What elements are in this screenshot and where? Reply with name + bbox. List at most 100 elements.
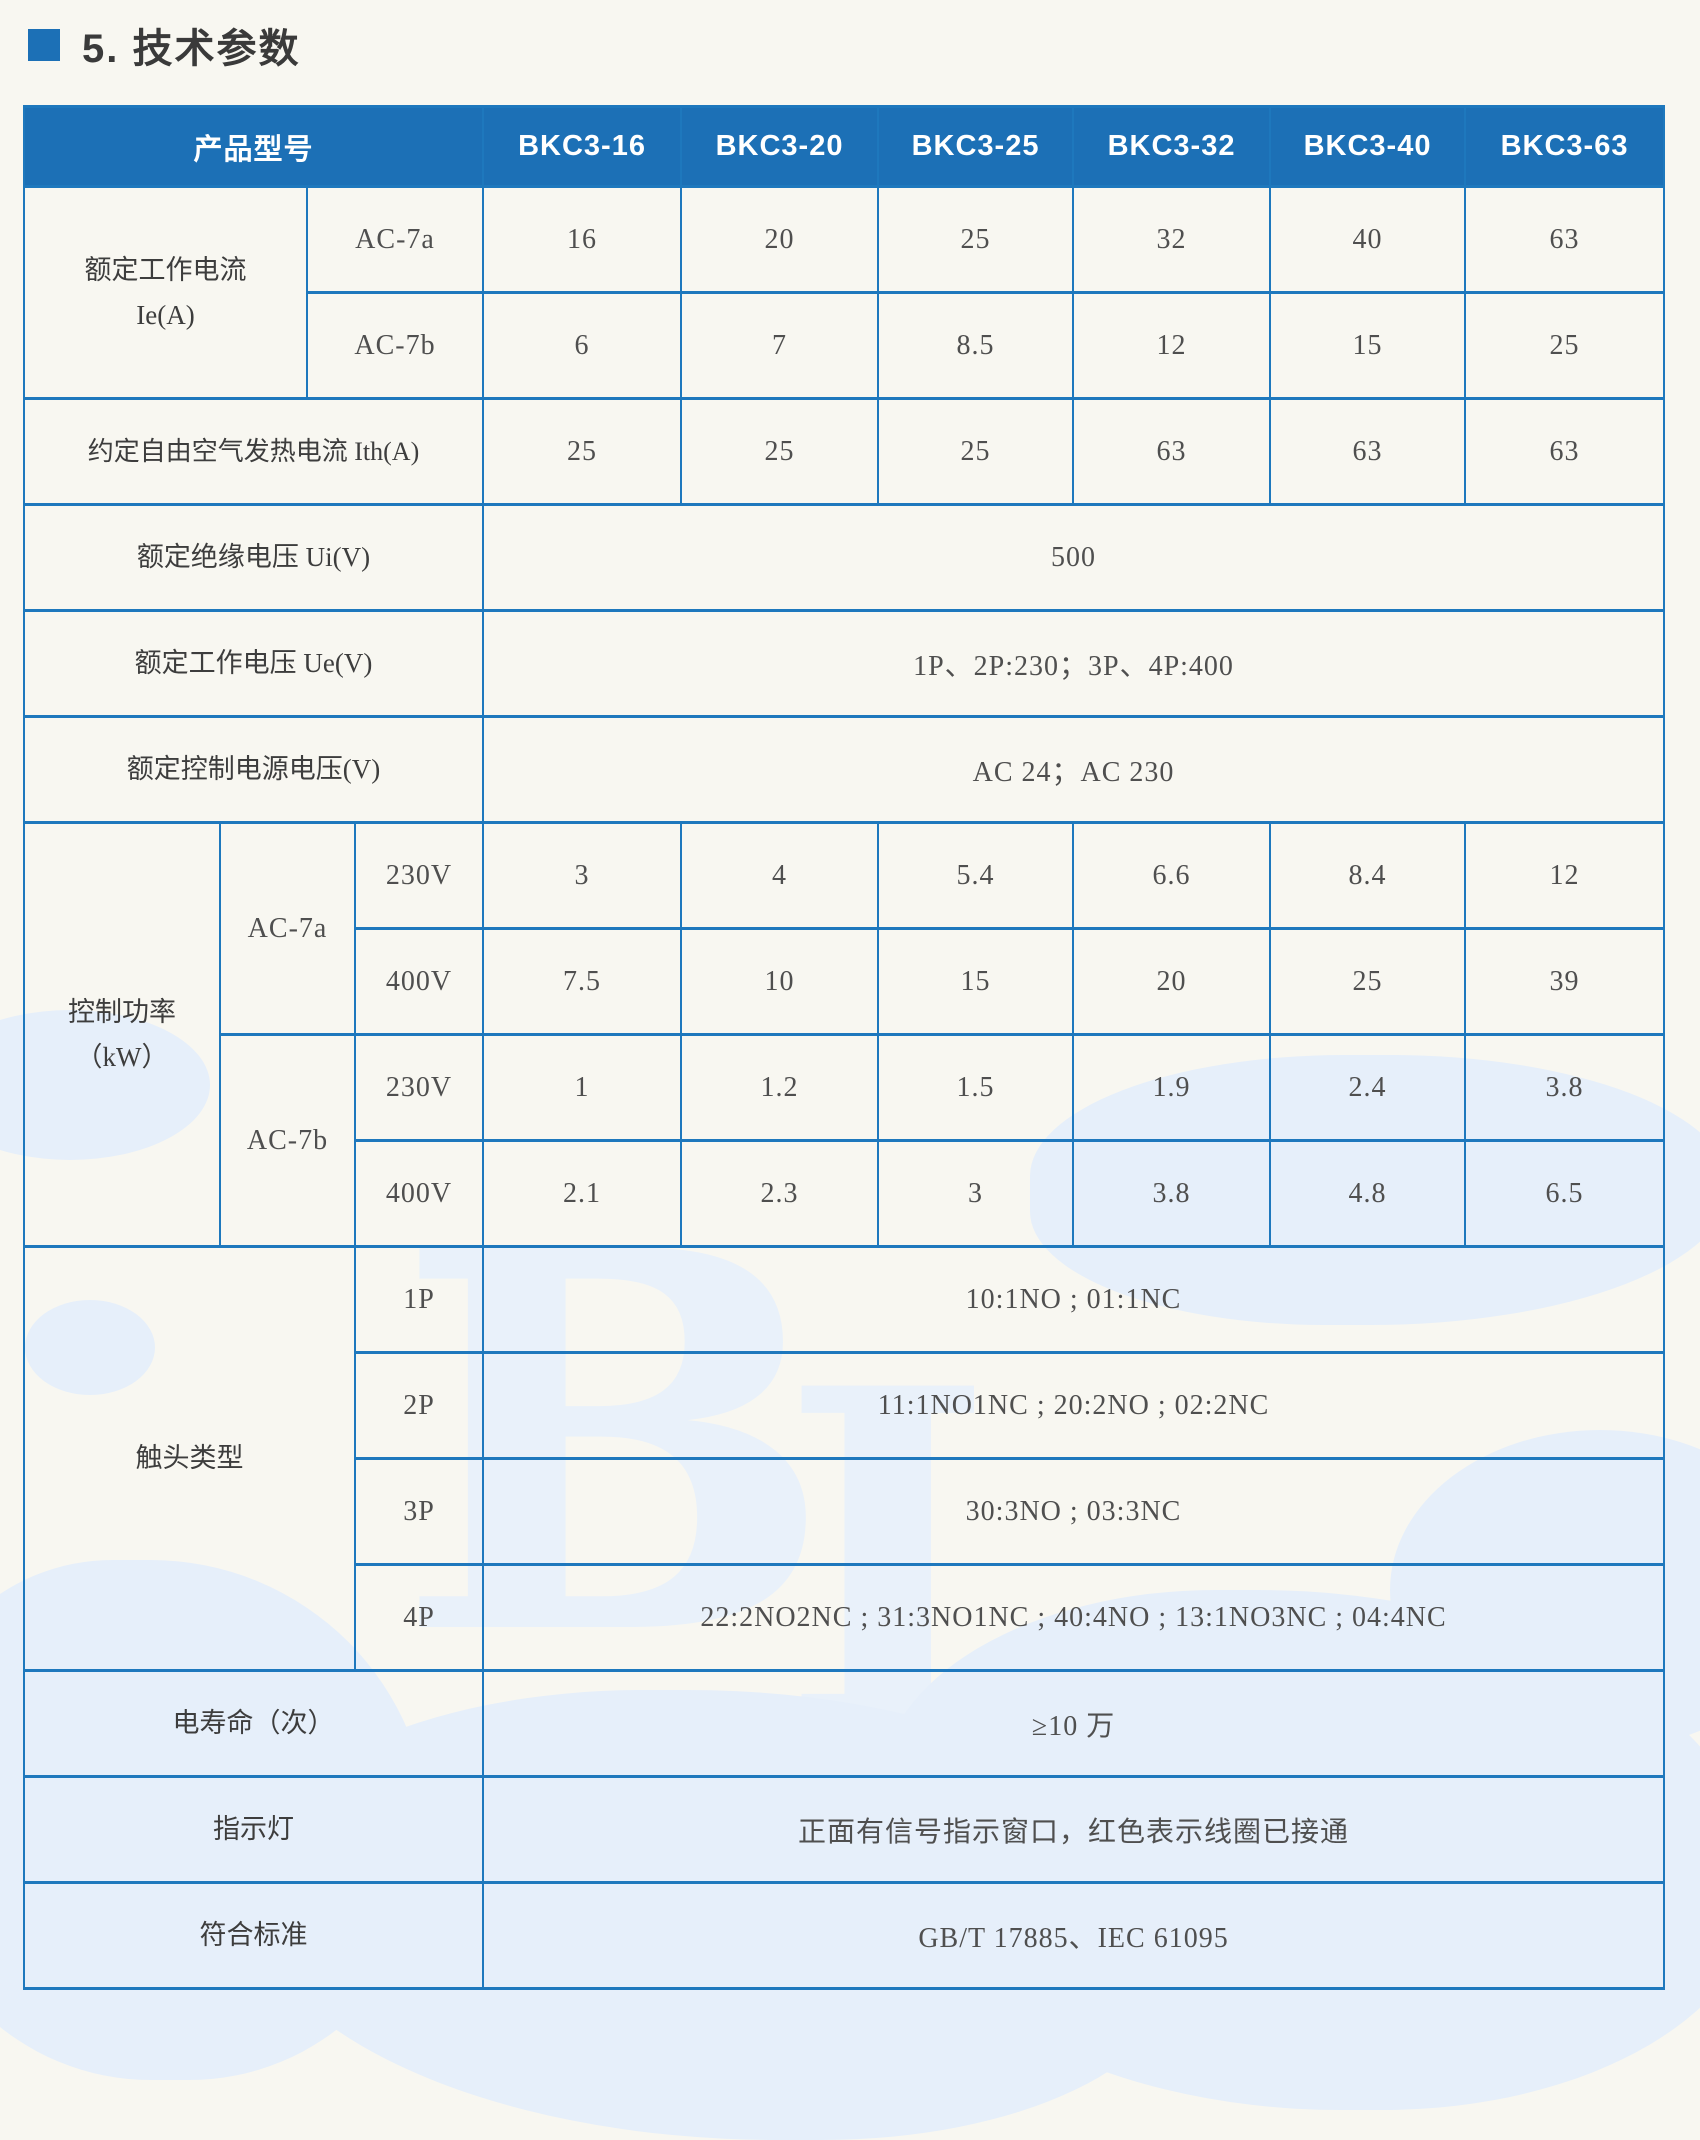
header-model-bkc3-16: BKC3-16: [482, 105, 683, 188]
cell-value: 25: [1464, 291, 1666, 400]
header-model-bkc3-32: BKC3-32: [1072, 105, 1272, 188]
cell-contact-1p-value: 10:1NO ; 01:1NC: [482, 1245, 1666, 1354]
table-row: 400V 2.1 2.3 3 3.8 4.8 6.5: [24, 1139, 1666, 1248]
cell-value: 3: [482, 821, 683, 930]
label-rated-current-line1: 额定工作电流: [84, 254, 247, 285]
table-row: 约定自由空气发热电流 Ith(A) 25 25 25 63 63 63: [22, 397, 1666, 506]
cell-control-supply-voltage-value: AC 24；AC 230: [482, 715, 1666, 824]
cell-value: 2.3: [680, 1139, 880, 1248]
spec-table: 产品型号 BKC3-16 BKC3-20 BKC3-25 BKC3-32 BKC…: [22, 105, 1666, 1990]
cell-value: 4: [680, 821, 880, 930]
cell-value: 63: [1269, 397, 1467, 506]
cell-contact-2p-value: 11:1NO1NC ; 20:2NO ; 02:2NC: [482, 1351, 1666, 1460]
cell-value: 25: [877, 397, 1075, 506]
table-row: 2P 11:1NO1NC ; 20:2NO ; 02:2NC: [24, 1351, 1666, 1460]
cell-value: 6.5: [1464, 1139, 1666, 1248]
table-row: 额定工作电流 Ie(A) AC-7a 16 20 25 32 40 63: [23, 185, 1666, 400]
cell-value: 12: [1072, 291, 1272, 400]
label-control-power-line1: 控制功率: [68, 996, 176, 1027]
sublabel-ac7b: AC-7b: [305, 291, 485, 400]
cell-value: 63: [1072, 397, 1272, 506]
cell-value: 4.8: [1269, 1139, 1467, 1248]
section-title: 5. 技术参数: [28, 16, 300, 74]
label-thermal-current-text: 约定自由空气发热电流 Ith(A): [87, 437, 420, 467]
cell-value: 8.5: [877, 291, 1075, 400]
cell-value: 32: [1072, 185, 1272, 294]
header-model-bkc3-63: BKC3-63: [1464, 105, 1666, 188]
table-row: 3P 30:3NO ; 03:3NC: [24, 1457, 1666, 1566]
header-model-bkc3-40: BKC3-40: [1269, 105, 1467, 188]
cell-value: 3: [877, 1139, 1075, 1248]
cell-value: 15: [1269, 291, 1467, 400]
cell-value: 6.6: [1072, 821, 1272, 930]
table-row: 控制功率 （kW） AC-7a 230V 3 4 5.4 6.6 8.4 12: [23, 821, 1666, 1248]
table-row: 触头类型 1P 10:1NO ; 01:1NC: [23, 1245, 1666, 1672]
header-product-model: 产品型号: [22, 105, 485, 188]
cell-value: 25: [877, 185, 1075, 294]
table-row: 额定控制电源电压(V) AC 24；AC 230: [22, 715, 1666, 824]
sublabel-3p: 3P: [353, 1457, 485, 1566]
label-thermal-current: 约定自由空气发热电流 Ith(A): [22, 397, 485, 506]
cell-insulation-voltage-value: 500: [482, 503, 1666, 612]
cell-value: 8.4: [1269, 821, 1467, 930]
sublabel-power-ac7b: AC-7b: [219, 1033, 356, 1248]
sublabel-ac7a: AC-7a: [305, 185, 485, 294]
cell-value: 63: [1464, 397, 1666, 506]
cell-working-voltage-value: 1P、2P:230；3P、4P:400: [482, 609, 1666, 718]
label-control-power-line2: （kW）: [75, 1041, 169, 1072]
label-insulation-voltage: 额定绝缘电压 Ui(V): [22, 503, 485, 612]
cell-value: 6: [482, 291, 683, 400]
sublabel-4p: 4P: [353, 1563, 485, 1672]
cell-value: 2.1: [482, 1139, 683, 1248]
cell-value: 15: [877, 927, 1075, 1036]
cell-value: 1.9: [1072, 1033, 1272, 1142]
cell-value: 10: [680, 927, 880, 1036]
title-bullet-square: [28, 29, 60, 61]
table-header-row: 产品型号 BKC3-16 BKC3-20 BKC3-25 BKC3-32 BKC…: [22, 105, 1666, 188]
sublabel-230v: 230V: [353, 821, 485, 930]
sublabel-400v: 400V: [353, 927, 485, 1036]
header-model-bkc3-25: BKC3-25: [877, 105, 1075, 188]
label-rated-current-line2: Ie(A): [136, 299, 195, 330]
cell-value: 7.5: [482, 927, 683, 1036]
cell-contact-3p-value: 30:3NO ; 03:3NC: [482, 1457, 1666, 1566]
cell-value: 1.2: [680, 1033, 880, 1142]
header-model-bkc3-20: BKC3-20: [680, 105, 880, 188]
cell-value: 7: [680, 291, 880, 400]
label-indicator: 指示灯: [22, 1775, 485, 1884]
cell-value: 5.4: [877, 821, 1075, 930]
table-row: AC-7b 6 7 8.5 12 15 25: [24, 291, 1666, 400]
cell-value: 20: [680, 185, 880, 294]
table-row: 电寿命（次） ≥10 万: [22, 1669, 1666, 1778]
cell-value: 25: [680, 397, 880, 506]
page-title: 5. 技术参数: [82, 27, 301, 71]
sublabel-230v: 230V: [353, 1033, 485, 1142]
cell-value: 1: [482, 1033, 683, 1142]
cell-value: 40: [1269, 185, 1467, 294]
label-contact-type: 触头类型: [23, 1245, 356, 1672]
cell-value: 25: [482, 397, 683, 506]
cell-value: 39: [1464, 927, 1666, 1036]
table-row: AC-7b 230V 1 1.2 1.5 1.9 2.4 3.8: [24, 1033, 1666, 1248]
cell-value: 20: [1072, 927, 1272, 1036]
table-row: 400V 7.5 10 15 20 25 39: [24, 927, 1666, 1036]
cell-value: 2.4: [1269, 1033, 1467, 1142]
label-control-power: 控制功率 （kW）: [23, 821, 221, 1248]
cell-value: 25: [1269, 927, 1467, 1036]
table-row: 额定工作电压 Ue(V) 1P、2P:230；3P、4P:400: [22, 609, 1666, 718]
label-electrical-life: 电寿命（次）: [22, 1669, 485, 1778]
table-row: 指示灯 正面有信号指示窗口，红色表示线圈已接通: [22, 1775, 1666, 1884]
cell-value: 63: [1464, 185, 1666, 294]
table-row: 额定绝缘电压 Ui(V) 500: [22, 503, 1666, 612]
sublabel-400v: 400V: [353, 1139, 485, 1248]
label-rated-current: 额定工作电流 Ie(A): [23, 185, 308, 400]
table-row: 4P 22:2NO2NC ; 31:3NO1NC ; 40:4NO ; 13:1…: [24, 1563, 1666, 1672]
cell-value: 3.8: [1072, 1139, 1272, 1248]
cell-value: 16: [482, 185, 683, 294]
table-row: 符合标准 GB/T 17885、IEC 61095: [22, 1881, 1666, 1990]
cell-value: 1.5: [877, 1033, 1075, 1142]
cell-standards-value: GB/T 17885、IEC 61095: [482, 1881, 1666, 1990]
label-standards: 符合标准: [22, 1881, 485, 1990]
sublabel-power-ac7a: AC-7a: [219, 821, 356, 1036]
cell-value: 3.8: [1464, 1033, 1666, 1142]
